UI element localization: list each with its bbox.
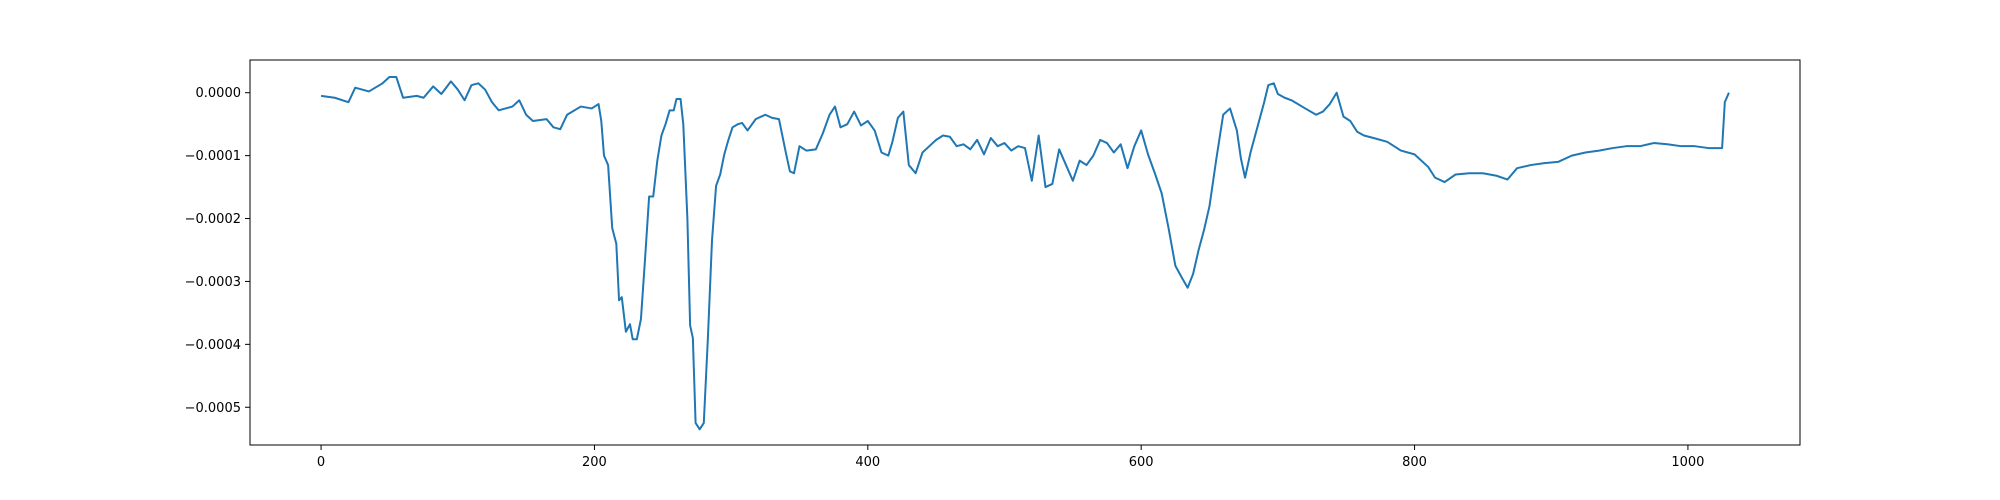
x-tick-label: 1000	[1671, 455, 1704, 470]
plot-frame	[249, 59, 1801, 446]
x-tick-label: 0	[317, 455, 325, 470]
y-tick-label: −0.0004	[185, 338, 241, 353]
y-tick-label: −0.0001	[185, 149, 241, 164]
x-tick-label: 200	[582, 455, 607, 470]
x-axis: 0 200 400 600 800 1000	[317, 445, 1704, 470]
x-tick-label: 600	[1129, 455, 1154, 470]
x-tick-label: 800	[1402, 455, 1427, 470]
series-line-0	[320, 75, 1730, 431]
y-tick-label: −0.0005	[185, 401, 241, 416]
y-tick-label: −0.0002	[185, 212, 241, 227]
series-layer	[320, 75, 1730, 431]
y-tick-label: 0.0000	[196, 86, 242, 101]
x-tick-label: 400	[855, 455, 880, 470]
y-axis: 0.0000 −0.0001 −0.0002 −0.0003 −0.0004 −0.000…	[185, 86, 250, 416]
y-tick-label: −0.0003	[185, 275, 241, 290]
